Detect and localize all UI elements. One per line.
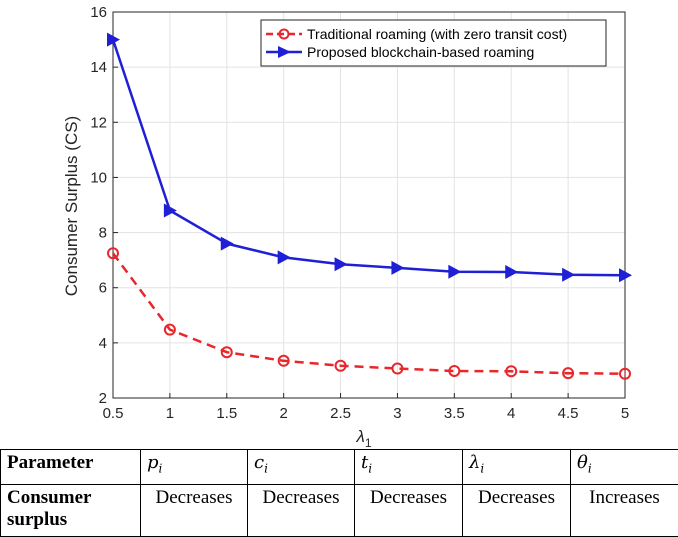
param-symbol: p [147, 452, 159, 473]
data-point-proposed [391, 260, 405, 275]
data-point-traditional [391, 362, 404, 375]
param-symbol: θ [577, 452, 588, 473]
param-symbol: λ [469, 452, 481, 473]
param-symbol: t [361, 452, 369, 473]
data-point-traditional [107, 247, 119, 260]
data-point-proposed [562, 267, 576, 282]
legend: Traditional roaming (with zero transit c… [260, 19, 607, 67]
row-header-parameter: Parameter [0, 449, 141, 485]
param-subscript: i [158, 461, 163, 476]
effect-cell: Increases [570, 483, 678, 537]
row-header-consumer-surplus: Consumer surplus [0, 483, 141, 537]
data-point-proposed [107, 32, 120, 47]
effect-cell: Decreases [354, 483, 463, 537]
param-subscript: i [368, 461, 373, 476]
effect-cell: Decreases [140, 483, 248, 537]
param-symbol: c [254, 452, 265, 473]
data-point-traditional [163, 323, 176, 336]
x-tick-label: 2 [279, 405, 287, 422]
param-subscript: i [264, 461, 268, 476]
x-tick-label: 3.5 [444, 405, 465, 422]
y-tick-label: 12 [90, 114, 107, 131]
x-axis-label-subscript: 1 [365, 436, 372, 449]
plot-frame [112, 11, 626, 399]
table-row: Consumer surplus Decreases Decreases Dec… [0, 483, 678, 537]
legend-marker-proposed [278, 46, 291, 58]
y-tick-label: 16 [90, 4, 107, 21]
data-point-proposed [277, 250, 291, 265]
y-tick-label: 10 [90, 169, 107, 186]
legend-label-traditional: Traditional roaming (with zero transit c… [307, 26, 567, 42]
x-tick-label: 5 [621, 405, 629, 422]
effect-cell: Decreases [247, 483, 355, 537]
x-tick-label: 1 [166, 405, 174, 422]
x-tick-label: 0.5 [103, 405, 124, 422]
data-point-proposed [220, 236, 234, 251]
param-cell: θi [570, 449, 678, 485]
y-tick-label: 14 [90, 59, 107, 76]
data-point-traditional [220, 346, 233, 359]
data-point-traditional [505, 365, 518, 378]
x-tick-label: 2.5 [330, 405, 351, 422]
legend-label-proposed: Proposed blockchain-based roaming [307, 44, 534, 60]
effect-cell: Decreases [462, 483, 571, 537]
data-point-traditional [619, 367, 631, 380]
x-tick-label: 4 [507, 405, 515, 422]
param-cell: ti [354, 449, 463, 485]
data-point-traditional [562, 367, 575, 380]
series-line-traditional [111, 252, 626, 375]
y-axis-label: Consumer Surplus (CS) [62, 116, 81, 296]
line-chart: 0.5 1 1.5 2 2.5 3 3.5 4 4.5 5 2 4 6 8 10 12 14 16 Consume… [62, 4, 632, 449]
param-cell: ci [247, 449, 355, 485]
y-tick-label: 4 [99, 335, 107, 352]
x-axis-label: λ1 [355, 427, 371, 449]
param-cell: λi [462, 449, 571, 485]
x-axis-label-symbol: λ [355, 427, 364, 446]
series-line-proposed [111, 39, 626, 277]
data-point-traditional [448, 364, 461, 377]
plot-area [113, 12, 625, 398]
x-tick-label: 4.5 [558, 405, 579, 422]
data-point-proposed [334, 257, 348, 272]
parameter-table: Parameter pi ci ti λi θi Consumer surplu… [0, 449, 678, 537]
y-tick-label: 2 [99, 390, 107, 407]
data-point-proposed [163, 203, 177, 218]
param-subscript: i [587, 461, 592, 476]
data-point-traditional [334, 359, 347, 372]
table-row: Parameter pi ci ti λi θi [0, 449, 678, 485]
x-tick-label: 3 [393, 405, 401, 422]
data-point-proposed [505, 264, 519, 279]
y-tick-label: 6 [99, 280, 107, 297]
data-point-proposed [448, 264, 462, 279]
legend-box [260, 19, 607, 67]
x-tick-label: 1.5 [216, 405, 237, 422]
data-point-proposed [619, 268, 632, 283]
param-subscript: i [480, 461, 485, 476]
legend-marker-traditional [278, 28, 290, 40]
y-tick-label: 8 [99, 225, 107, 242]
param-cell: pi [140, 449, 248, 485]
data-point-traditional [277, 354, 290, 367]
